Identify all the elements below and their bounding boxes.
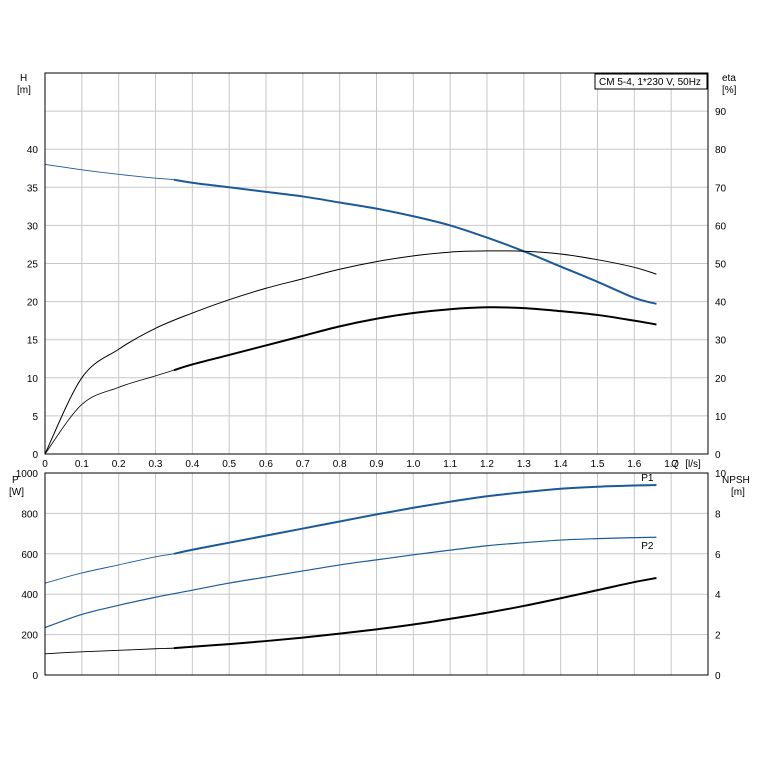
q-axis-unit: [l/s]	[685, 459, 701, 470]
npsh-axis-unit: [m]	[731, 487, 745, 498]
head-curve-operating	[173, 178, 657, 305]
x-tick-label: 0.4	[185, 459, 199, 470]
eta-tick-label: 90	[715, 107, 727, 118]
h-tick-label: 35	[27, 183, 39, 194]
x-tick-label: 1.1	[443, 459, 457, 470]
top-series	[44, 163, 657, 455]
efficiency-total-curve	[44, 250, 657, 455]
bottom-grid	[45, 472, 708, 675]
npsh-tick-label: 10	[715, 469, 727, 480]
efficiency-hydraulic-curve	[44, 306, 657, 455]
x-tick-label: 0.8	[333, 459, 347, 470]
npsh-axis-label: NPSH	[722, 475, 750, 486]
chart-title: CM 5-4, 1*230 V, 50Hz	[599, 77, 701, 88]
x-tick-label: 0.6	[259, 459, 273, 470]
h-tick-label: 15	[27, 336, 39, 347]
h-tick-label: 25	[27, 260, 39, 271]
head-curve	[44, 163, 657, 305]
x-tick-label: 0.3	[149, 459, 163, 470]
x-tick-label: 0.7	[296, 459, 310, 470]
h-tick-label: 20	[27, 298, 39, 309]
top-plot-frame	[44, 72, 709, 455]
eta-axis-unit: [%]	[722, 85, 737, 96]
top-tick-labels: 0 0.1 0.2 0.3 0.4 0.5 0.6 0.7 0.8 0.9 1.0 1.1 1.2 1.3…	[27, 107, 727, 470]
eta-tick-label: 20	[715, 374, 727, 385]
title-box-border	[594, 73, 708, 90]
bottom-tick-labels: 0 200 400 600 800 1000 0 2 4 6 8 10	[16, 469, 727, 682]
npsh-tick-label: 8	[715, 509, 721, 520]
efficiency-hydraulic-curve-operating	[173, 306, 657, 372]
eta-tick-label: 0	[715, 450, 721, 461]
top-grid	[45, 72, 708, 454]
h-tick-label: 5	[32, 412, 38, 423]
x-tick-label: 0.1	[75, 459, 89, 470]
eta-tick-label: 40	[715, 298, 727, 309]
p-tick-label: 800	[21, 509, 38, 520]
h-tick-label: 0	[32, 450, 38, 461]
npsh-curve-operating	[173, 577, 657, 650]
eta-tick-label: 50	[715, 260, 727, 271]
eta-tick-label: 60	[715, 221, 727, 232]
series-label-p2: P2	[641, 541, 654, 552]
eta-tick-label: 70	[715, 183, 727, 194]
q-axis-label: Q	[671, 459, 679, 470]
x-tick-label: 0	[42, 459, 48, 470]
eta-tick-label: 80	[715, 145, 727, 156]
p-tick-label: 0	[32, 671, 38, 682]
npsh-tick-label: 0	[715, 671, 721, 682]
x-tick-label: 1.4	[554, 459, 568, 470]
bottom-plot-frame	[44, 472, 709, 676]
x-tick-label: 1.5	[591, 459, 605, 470]
x-tick-label: 1.3	[517, 459, 531, 470]
p-axis-label: P	[12, 475, 19, 486]
p-tick-label: 600	[21, 550, 38, 561]
h-axis-unit: [m]	[17, 85, 31, 96]
h-tick-label: 40	[27, 145, 39, 156]
p-tick-label: 1000	[16, 469, 39, 480]
eta-axis-label: eta	[722, 73, 736, 84]
h-tick-label: 30	[27, 221, 39, 232]
eta-tick-label: 30	[715, 336, 727, 347]
head-efficiency-panel: 0 0.1 0.2 0.3 0.4 0.5 0.6 0.7 0.8 0.9 1.0 1.1 1.2 1.3…	[17, 72, 737, 470]
bottom-series	[44, 484, 657, 655]
x-tick-label: 1.2	[480, 459, 494, 470]
x-tick-label: 0.2	[112, 459, 126, 470]
power-p1-curve	[44, 484, 657, 584]
p-tick-label: 200	[21, 631, 38, 642]
h-tick-label: 10	[27, 374, 39, 385]
p-axis-unit: [W]	[9, 487, 24, 498]
npsh-tick-label: 4	[715, 590, 721, 601]
x-tick-label: 1.0	[406, 459, 420, 470]
x-tick-label: 1.6	[627, 459, 641, 470]
power-p1-curve-operating	[173, 484, 657, 555]
x-tick-label: 0.5	[222, 459, 236, 470]
eta-tick-label: 10	[715, 412, 727, 423]
h-axis-label: H	[20, 73, 27, 84]
x-tick-label: 1.7	[664, 459, 678, 470]
p-tick-label: 400	[21, 590, 38, 601]
npsh-curve	[44, 577, 657, 655]
npsh-tick-label: 6	[715, 550, 721, 561]
npsh-tick-label: 2	[715, 631, 721, 642]
x-tick-label: 0.9	[370, 459, 384, 470]
power-p2-curve	[44, 536, 657, 629]
series-label-p1: P1	[641, 473, 654, 484]
chart-title-box: CM 5-4, 1*230 V, 50Hz	[594, 73, 708, 90]
